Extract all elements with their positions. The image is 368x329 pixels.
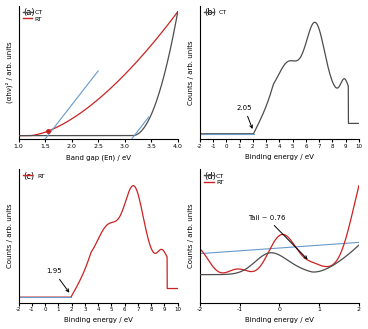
Y-axis label: (αhν)² / arb. units: (αhν)² / arb. units bbox=[6, 42, 13, 103]
Text: Tail ~ 0.76: Tail ~ 0.76 bbox=[248, 215, 307, 259]
Y-axis label: Counts / arb. units: Counts / arb. units bbox=[188, 40, 194, 105]
Legend: CT, RT: CT, RT bbox=[22, 9, 45, 23]
X-axis label: Binding energy / eV: Binding energy / eV bbox=[245, 317, 314, 323]
Legend: CT: CT bbox=[203, 9, 228, 16]
Text: (d): (d) bbox=[205, 172, 216, 181]
X-axis label: Binding energy / eV: Binding energy / eV bbox=[245, 154, 314, 160]
Text: (c): (c) bbox=[24, 172, 35, 181]
X-axis label: Band gap (Eᴨ) / eV: Band gap (Eᴨ) / eV bbox=[66, 154, 131, 161]
Legend: RT: RT bbox=[22, 172, 46, 180]
X-axis label: Binding energy / eV: Binding energy / eV bbox=[64, 317, 132, 323]
Legend: CT, RT: CT, RT bbox=[203, 172, 226, 186]
Y-axis label: Counts / arb. units: Counts / arb. units bbox=[7, 204, 13, 268]
Text: 2.05: 2.05 bbox=[237, 105, 252, 128]
Text: (b): (b) bbox=[205, 8, 216, 17]
Y-axis label: Counts / arb. units: Counts / arb. units bbox=[188, 204, 194, 268]
Text: 1.95: 1.95 bbox=[46, 268, 69, 292]
Text: (a): (a) bbox=[24, 8, 35, 17]
